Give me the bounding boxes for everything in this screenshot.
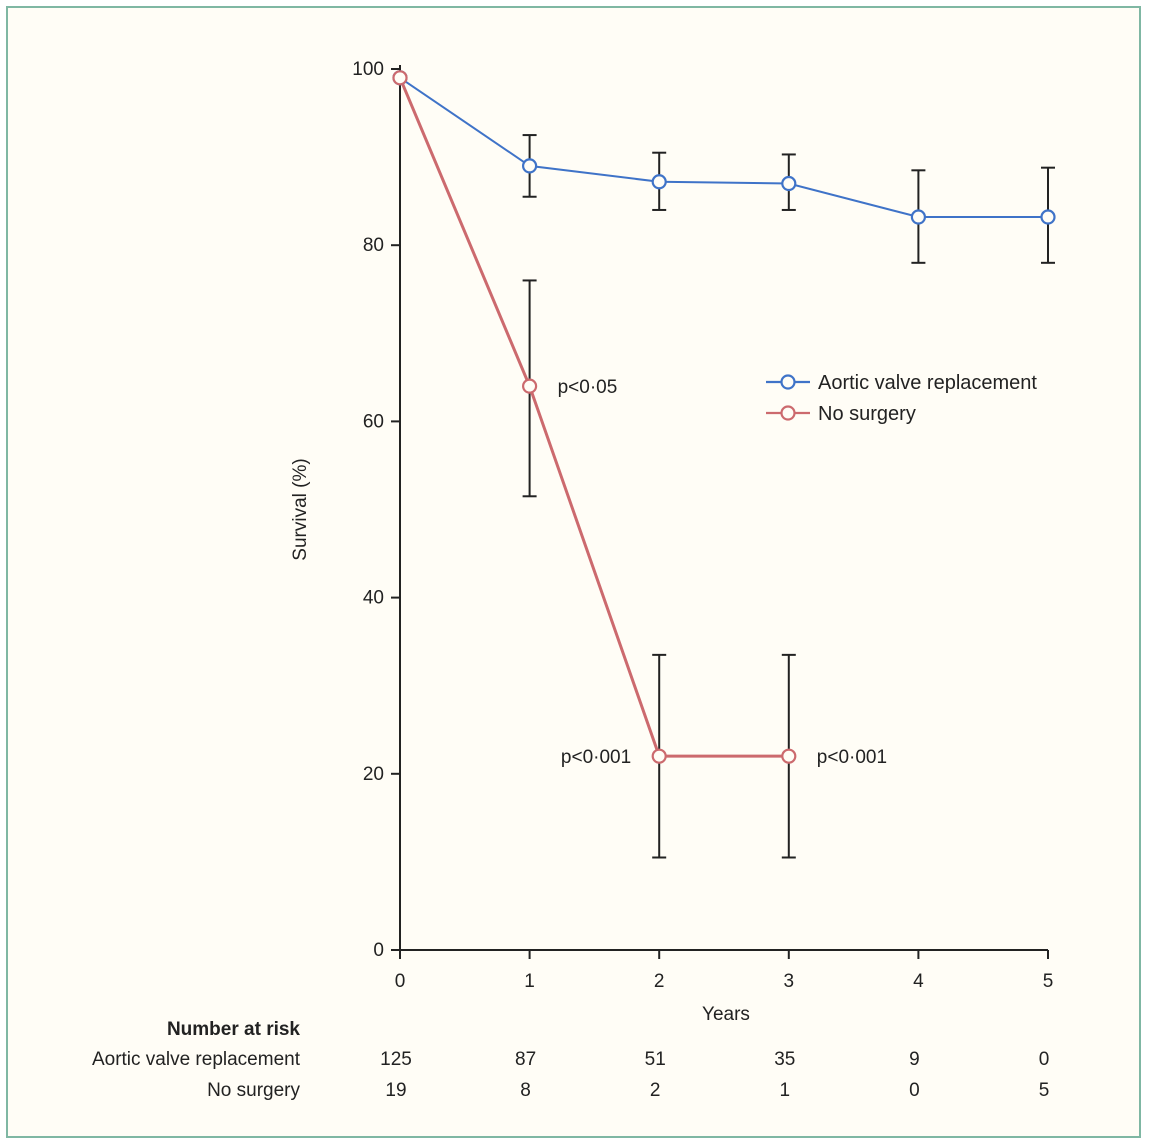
risk-table-title: Number at risk: [167, 1019, 300, 1040]
risk-cell: 9: [909, 1049, 920, 1070]
markers-group: [392, 70, 1056, 764]
no-surgery-data-point: [521, 378, 538, 394]
p-value-annotation: p<0·001: [817, 747, 887, 768]
avr-data-point: [781, 175, 797, 192]
risk-cell: 5: [1039, 1080, 1050, 1101]
y-tick-label: 40: [363, 588, 384, 609]
series-lines-group: [398, 76, 1048, 758]
x-axis-label: Years: [702, 1004, 750, 1025]
y-tick-label: 100: [352, 59, 384, 80]
risk-cell: 0: [1039, 1049, 1050, 1070]
risk-row-label: Aortic valve replacement: [92, 1049, 301, 1070]
x-tick-label: 4: [913, 971, 924, 992]
y-tick-label: 0: [373, 940, 384, 961]
legend: Aortic valve replacement No surgery: [766, 372, 1037, 425]
avr-data-point: [910, 209, 927, 225]
no-surgery-data-point: [651, 748, 667, 764]
y-tick-label: 80: [363, 235, 384, 256]
risk-cell: 8: [520, 1080, 531, 1101]
risk-row-label: No surgery: [207, 1080, 300, 1101]
y-tick-label: 60: [363, 411, 384, 432]
risk-cell: 0: [909, 1080, 920, 1101]
legend-swatch-marker: [780, 374, 796, 390]
y-tick-label: 20: [363, 764, 384, 785]
no-surgery-data-point: [392, 70, 408, 86]
x-tick-label: 0: [395, 971, 406, 992]
risk-cell: 19: [385, 1080, 406, 1101]
legend-swatch-marker: [780, 405, 796, 421]
avr-data-point: [521, 158, 538, 174]
avr-data-point: [1040, 209, 1056, 225]
avr-data-point: [651, 174, 667, 190]
x-tick-label: 1: [524, 971, 535, 992]
risk-cell: 51: [645, 1049, 666, 1070]
no-surgery-series-line: [398, 77, 789, 758]
no-surgery-data-point: [781, 748, 797, 764]
risk-cell: 2: [650, 1080, 661, 1101]
x-tick-label: 5: [1043, 971, 1054, 992]
axes-group: 0 20 40 60 80 100 0 1 2 3 4 5: [352, 59, 1053, 992]
x-tick-label: 3: [784, 971, 795, 992]
p-value-annotation: p<0·001: [561, 747, 631, 768]
y-axis-label: Survival (%): [290, 458, 311, 560]
avr-series-line: [399, 76, 1048, 219]
annotations-group: p<0·05 p<0·001 p<0·001: [558, 377, 887, 768]
risk-cell: 1: [780, 1080, 791, 1101]
legend-label: Aortic valve replacement: [818, 372, 1037, 394]
risk-cell: 125: [380, 1049, 412, 1070]
risk-cell: 87: [515, 1049, 536, 1070]
legend-label: No surgery: [818, 403, 916, 425]
x-tick-label: 2: [654, 971, 665, 992]
risk-cell: 35: [774, 1049, 795, 1070]
p-value-annotation: p<0·05: [558, 377, 618, 398]
